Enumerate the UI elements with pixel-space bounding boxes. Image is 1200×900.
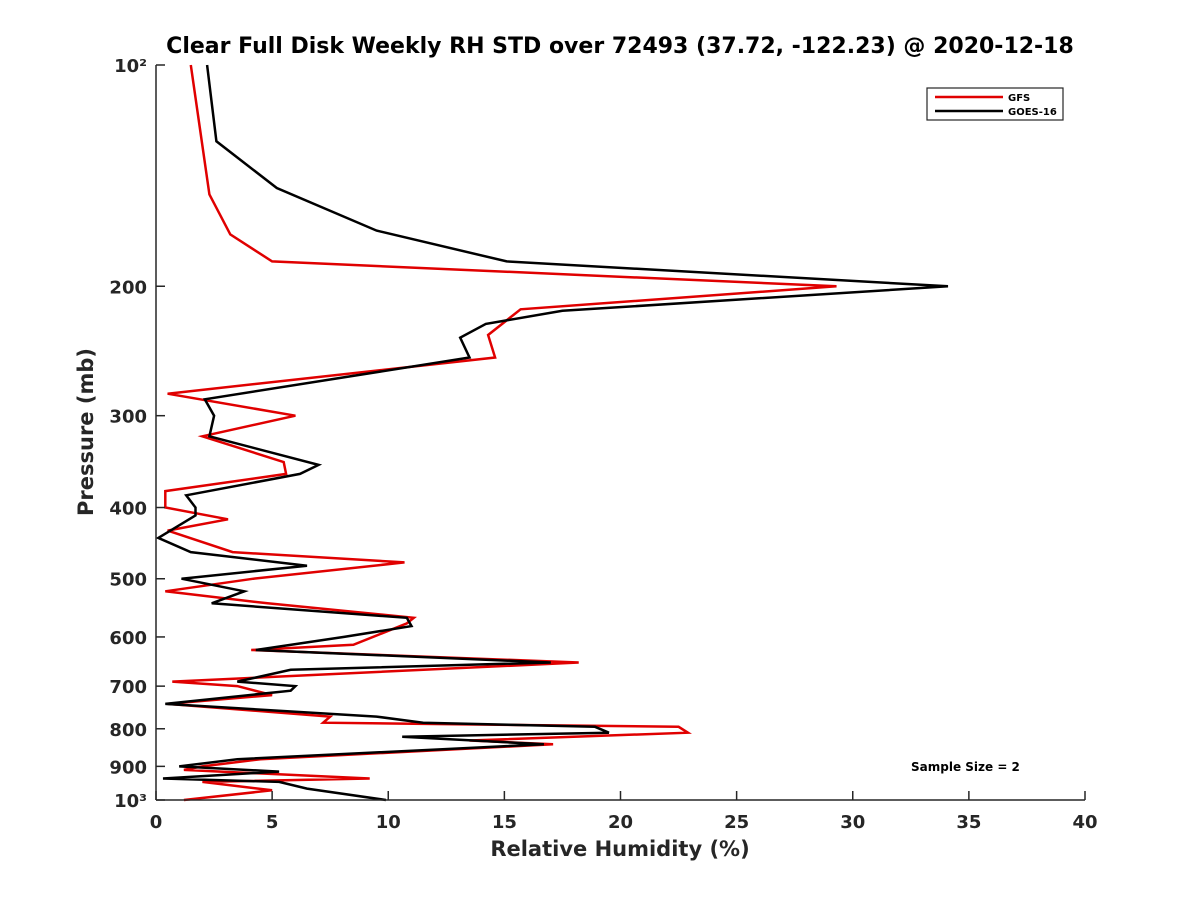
y-tick-label: 500 [109,570,147,591]
y-axis-label: Pressure (mb) [74,348,98,516]
x-tick-label: 40 [1072,812,1097,833]
y-tick-label: 400 [109,499,147,520]
y-tick-label: 600 [109,628,147,649]
y-tick-label: 200 [109,277,147,298]
axes-layer: 0 5 10 15 20 25 30 35 40 10² 200 300 400 500 600 700 800… [109,56,1097,833]
x-tick-label: 20 [608,812,633,833]
x-axis-label: Relative Humidity (%) [490,837,749,861]
x-tick-label: 10 [376,812,401,833]
x-tick-label: 35 [956,812,981,833]
plot-area: 0 5 10 15 20 25 30 35 40 10² 200 300 400 500 600 700 800… [109,56,1097,833]
x-tick-label: 0 [150,812,163,833]
series-layer [155,64,949,802]
x-tick-label: 25 [724,812,749,833]
y-tick-label: 300 [109,407,147,428]
x-tick-label: 5 [266,812,279,833]
y-tick-label: 10³ [114,791,147,812]
chart-title: Clear Full Disk Weekly RH STD over 72493… [166,34,1074,59]
legend: GFS GOES-16 [926,87,1064,121]
y-tick-label: 900 [109,757,147,778]
series-line-gfs [164,64,837,802]
legend-label-gfs: GFS [1008,93,1030,104]
legend-box [926,87,1064,121]
x-tick-label: 30 [840,812,865,833]
sample-size-annotation: Sample Size = 2 [911,760,1020,774]
y-tick-label: 700 [109,677,147,698]
series-line-goes16 [155,64,949,802]
y-tick-label: 800 [109,720,147,741]
y-tick-label: 10² [114,56,147,77]
legend-label-goes16: GOES-16 [1008,107,1057,118]
x-tick-label: 15 [492,812,517,833]
